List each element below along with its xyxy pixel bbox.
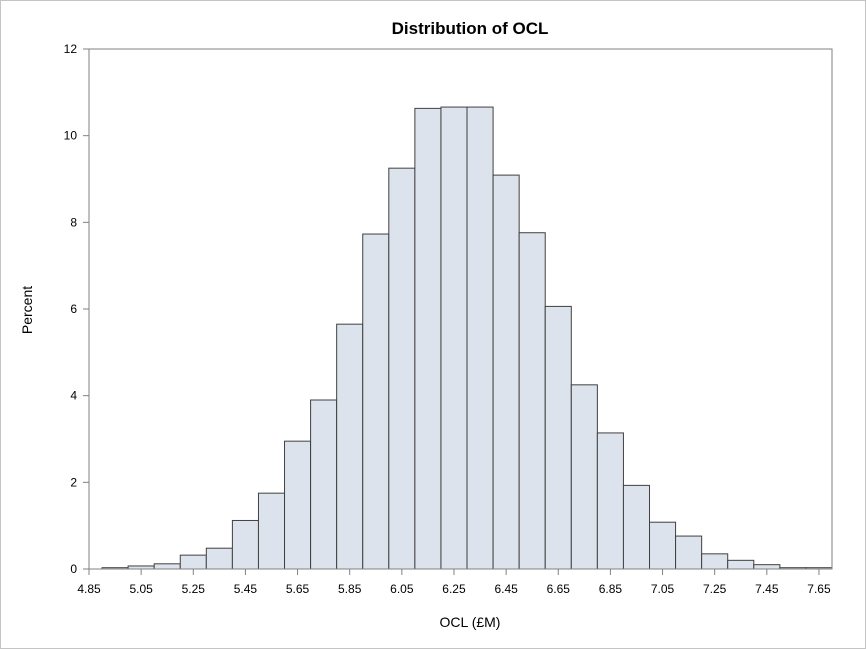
histogram-bar bbox=[388, 167, 416, 570]
histogram-bar bbox=[649, 521, 677, 570]
histogram-bar bbox=[727, 559, 755, 570]
histogram-bar bbox=[310, 399, 338, 570]
x-tick-label: 7.05 bbox=[651, 582, 675, 596]
y-tick-label: 8 bbox=[70, 215, 77, 229]
histogram-bar bbox=[544, 305, 572, 570]
x-tick-label: 7.25 bbox=[703, 582, 727, 596]
histogram-bar bbox=[518, 232, 546, 570]
histogram-bar bbox=[153, 563, 181, 570]
histogram-bar bbox=[596, 432, 624, 570]
bars-group bbox=[101, 106, 833, 570]
x-tick-label: 6.05 bbox=[390, 582, 414, 596]
y-tick-label: 12 bbox=[64, 42, 78, 56]
histogram-bar bbox=[440, 106, 468, 570]
chart-title: Distribution of OCL bbox=[392, 19, 549, 38]
x-axis-label: OCL (£M) bbox=[440, 614, 501, 630]
axes-group: 0 2 4 6 8 10 12 4.85 5.05 5.25 5.45 5.65 5.85 6.05 6.2… bbox=[64, 42, 833, 596]
y-tick-label: 6 bbox=[70, 302, 77, 316]
y-tick-label: 4 bbox=[70, 389, 77, 403]
x-tick-label: 5.65 bbox=[286, 582, 310, 596]
x-tick-label: 5.05 bbox=[129, 582, 153, 596]
x-tick-label: 6.25 bbox=[442, 582, 466, 596]
y-tick-label: 10 bbox=[64, 129, 78, 143]
y-tick-label: 0 bbox=[70, 562, 77, 576]
histogram-bar bbox=[675, 535, 703, 570]
histogram-bar bbox=[205, 547, 233, 570]
histogram-bar bbox=[492, 174, 520, 570]
histogram-bar bbox=[336, 323, 364, 570]
histogram-bar bbox=[622, 484, 651, 570]
histogram-bar bbox=[701, 553, 729, 570]
x-tick-label: 7.65 bbox=[807, 582, 831, 596]
x-tick-label: 7.45 bbox=[755, 582, 779, 596]
x-tick-label: 6.45 bbox=[494, 582, 518, 596]
histogram-bar bbox=[362, 233, 390, 570]
histogram-bar bbox=[179, 554, 207, 570]
y-tick-label: 2 bbox=[70, 475, 77, 489]
x-tick-label: 5.85 bbox=[338, 582, 362, 596]
histogram-bar bbox=[570, 384, 598, 570]
histogram-bar bbox=[466, 106, 494, 570]
histogram-bar bbox=[414, 107, 442, 570]
histogram-bar bbox=[284, 440, 312, 570]
x-tick-label: 6.65 bbox=[547, 582, 571, 596]
histogram-bar bbox=[753, 564, 781, 570]
x-tick-label: 5.45 bbox=[234, 582, 258, 596]
x-tick-label: 4.85 bbox=[77, 582, 101, 596]
histogram-bar bbox=[257, 492, 286, 570]
x-tick-label: 6.85 bbox=[599, 582, 623, 596]
y-axis-label: Percent bbox=[19, 286, 35, 334]
x-tick-label: 5.25 bbox=[182, 582, 206, 596]
histogram-bar bbox=[231, 519, 259, 570]
